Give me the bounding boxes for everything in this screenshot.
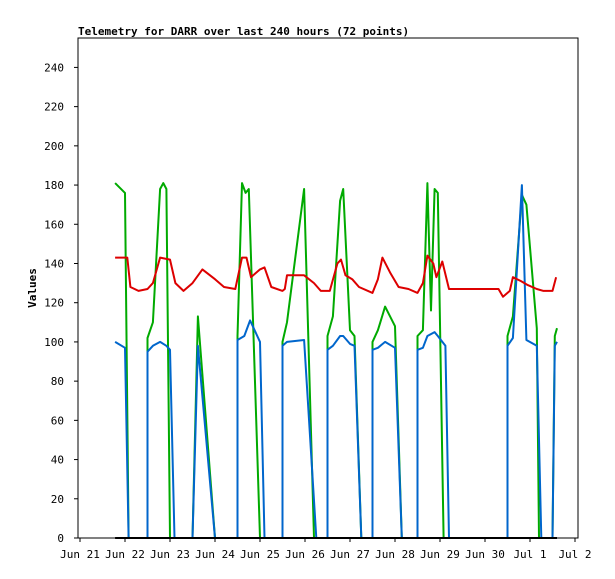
x-tick-label: Jun 26	[285, 548, 325, 561]
x-tick-label: Jun 22	[105, 548, 145, 561]
x-tick-label: Jul 1	[513, 548, 546, 561]
y-tick-label: 0	[57, 532, 64, 545]
x-tick-label: Jul 2	[558, 548, 591, 561]
y-tick-label: 240	[44, 61, 64, 74]
x-tick-label: Jun 24	[195, 548, 235, 561]
y-tick-label: 160	[44, 218, 64, 231]
x-axis: Jun 21 Jun 22 Jun 23 Jun 24 Jun 25 Jun 26 Jun …	[60, 538, 592, 561]
y-axis: 0 20 40 60 80 100 120 140 160 180 200 220 240	[44, 61, 78, 545]
x-tick-label: Jun 30	[465, 548, 505, 561]
y-tick-label: 200	[44, 140, 64, 153]
y-tick-label: 180	[44, 179, 64, 192]
chart-title: Telemetry for DARR over last 240 hours (…	[78, 25, 409, 38]
series-layer	[114, 182, 558, 539]
y-tick-label: 80	[51, 375, 64, 388]
x-tick-label: Jun 21	[60, 548, 100, 561]
y-tick-label: 60	[51, 414, 64, 427]
y-tick-label: 220	[44, 101, 64, 114]
x-tick-label: Jun 29	[420, 548, 460, 561]
series-line-3	[115, 254, 558, 298]
x-tick-label: Jun 23	[150, 548, 190, 561]
x-tick-label: Jun 25	[240, 548, 280, 561]
x-tick-label: Jun 27	[330, 548, 370, 561]
x-tick-label: Jun 28	[375, 548, 415, 561]
y-tick-label: 40	[51, 454, 64, 467]
y-axis-label: Values	[26, 268, 39, 308]
y-tick-label: 140	[44, 257, 64, 270]
y-tick-label: 120	[44, 297, 64, 310]
y-tick-label: 100	[44, 336, 64, 349]
y-tick-label: 20	[51, 493, 64, 506]
